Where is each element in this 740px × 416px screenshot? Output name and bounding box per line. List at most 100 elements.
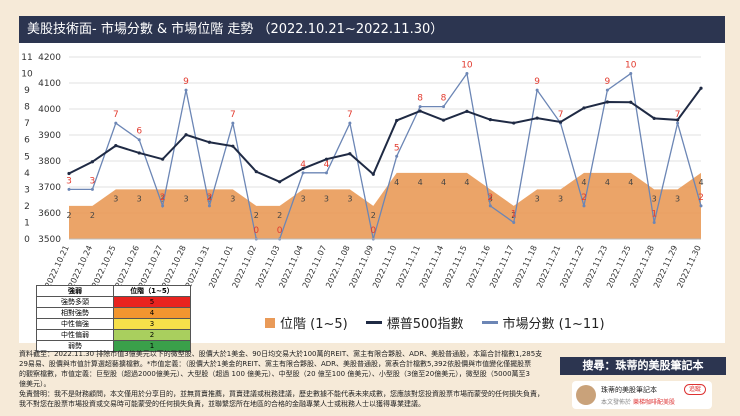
position-data-label: 2 — [90, 211, 95, 220]
left-tick-label: 3800 — [38, 157, 61, 167]
sp500-point — [278, 180, 282, 184]
sp500-point — [582, 106, 586, 110]
score-point — [512, 220, 516, 224]
right-tick-label: 7 — [24, 119, 30, 129]
legend-swatch-area — [265, 317, 275, 328]
position-data-label: 3 — [137, 194, 142, 203]
left-tick-label: 4200 — [38, 53, 61, 63]
sp500-point — [395, 118, 399, 123]
score-point — [488, 204, 492, 208]
legend-header-value: 位階（1~5） — [113, 285, 191, 297]
post-source-link[interactable]: 樂梯咖啡配美股 — [632, 399, 675, 406]
sp500-point — [675, 118, 680, 122]
score-data-label: 2 — [698, 193, 704, 203]
score-data-label: 0 — [370, 226, 376, 236]
legend-row-value: 4 — [113, 307, 191, 319]
follow-button[interactable]: 追蹤 — [683, 384, 706, 395]
legend-item-position: 位階 (1~5) — [265, 313, 348, 332]
legend-row-value: 1 — [113, 340, 191, 352]
position-data-label: 2 — [254, 211, 259, 220]
score-data-label: 6 — [136, 127, 142, 137]
score-data-label: 7 — [558, 110, 564, 120]
score-point — [207, 204, 211, 208]
sp500-point — [67, 171, 71, 176]
legend-label-sp500: 標普500指數 — [386, 317, 464, 332]
left-tick-label: 3600 — [38, 209, 61, 219]
x-tick-label: 2022.11.04 — [277, 244, 305, 289]
x-tick-label: 2022.11.29 — [652, 244, 680, 289]
legend-row-label: 弱勢 — [36, 340, 114, 352]
sp500-line — [68, 87, 702, 183]
left-tick-label: 4000 — [38, 105, 61, 115]
position-data-label: 3 — [113, 194, 118, 203]
legend-label-score: 市場分數 (1~11) — [502, 317, 605, 332]
position-data-label: 4 — [628, 178, 633, 187]
note-line: 29易易、股價與市值計算選超藝擴檔數。*市值定義：（股價大於1美金的REIT、黨… — [19, 360, 532, 368]
legend-row: 弱勢 1 — [36, 340, 191, 352]
sp500-point — [512, 121, 516, 125]
score-data-label: 5 — [394, 143, 400, 153]
note-line: 億美元）。 — [19, 380, 51, 388]
score-point — [184, 88, 188, 92]
score-data-label: 7 — [230, 110, 236, 120]
score-point — [465, 72, 469, 76]
follow-card[interactable]: 珠蒂的美股筆記本 追蹤 本文發佈於 樂梯咖啡配美股 — [572, 381, 712, 409]
series-legend: 位階 (1~5) 標普500指數 市場分數 (1~11) — [265, 313, 605, 332]
score-data-label: 7 — [347, 110, 353, 120]
score-point — [676, 121, 680, 125]
score-point — [629, 72, 633, 76]
score-data-label: 0 — [277, 226, 283, 236]
position-data-label: 4 — [441, 178, 446, 187]
legend-row-value: 5 — [113, 296, 191, 308]
legend-row-label: 中性偏弱 — [36, 329, 114, 341]
legend-row: 中性偏弱 2 — [36, 329, 191, 341]
position-data-label: 2 — [66, 211, 71, 220]
score-legend-table: 強弱 位階（1~5） 強勢多頭 5 相對強勢 4 中性偏強 3 中性偏弱 2 弱勢 1 — [36, 285, 191, 352]
position-data-label: 2 — [277, 211, 282, 220]
legend-row-label: 相對強勢 — [36, 307, 114, 319]
score-point — [114, 121, 118, 125]
score-point — [137, 138, 141, 142]
post-source: 本文發佈於 樂梯咖啡配美股 — [601, 397, 675, 406]
position-data-label: 3 — [558, 194, 563, 203]
score-point — [582, 204, 586, 208]
legend-label-position: 位階 (1~5) — [280, 317, 348, 332]
left-tick-label: 3500 — [38, 235, 61, 245]
score-data-label: 2 — [581, 193, 587, 203]
position-data-label: 3 — [324, 194, 329, 203]
position-data-label: 3 — [160, 194, 165, 203]
right-tick-label: 8 — [24, 103, 30, 113]
sp500-point — [441, 118, 446, 122]
sp500-point — [114, 144, 118, 148]
position-area — [69, 172, 701, 239]
position-data-label: 3 — [183, 194, 188, 203]
position-data-label: 2 — [371, 211, 376, 220]
avatar — [576, 385, 596, 405]
x-tick-label: 2022.11.17 — [488, 244, 516, 289]
sp500-point — [90, 160, 95, 164]
sp500-point — [465, 109, 469, 113]
position-data-label: 3 — [347, 194, 352, 203]
score-data-label: 2 — [487, 193, 493, 203]
position-data-label: 4 — [698, 178, 703, 187]
score-point — [699, 204, 703, 208]
score-point — [90, 187, 94, 191]
position-data-label: 3 — [488, 194, 493, 203]
search-banner: 搜尋：珠蒂的美股筆記本 — [560, 357, 726, 375]
x-tick-label: 2022.11.02 — [231, 244, 259, 289]
left-tick-label: 3900 — [38, 131, 61, 141]
sp500-point — [558, 120, 563, 124]
legend-row: 相對強勢 4 — [36, 307, 191, 319]
sp500-point — [488, 118, 492, 122]
right-tick-label: 6 — [24, 136, 30, 146]
position-data-label: 4 — [581, 178, 586, 187]
sp500-point — [137, 151, 141, 155]
x-tick-label: 2022.11.01 — [207, 244, 235, 289]
x-tick-label: 2022.10.27 — [137, 244, 165, 289]
legend-row: 中性偏強 3 — [36, 318, 191, 330]
author-name: 珠蒂的美股筆記本 — [601, 386, 657, 394]
position-data-label: 3 — [675, 194, 680, 203]
post-source-prefix: 本文發佈於 — [601, 399, 632, 406]
score-data-label: 2 — [207, 193, 213, 203]
sp500-point — [371, 172, 375, 176]
